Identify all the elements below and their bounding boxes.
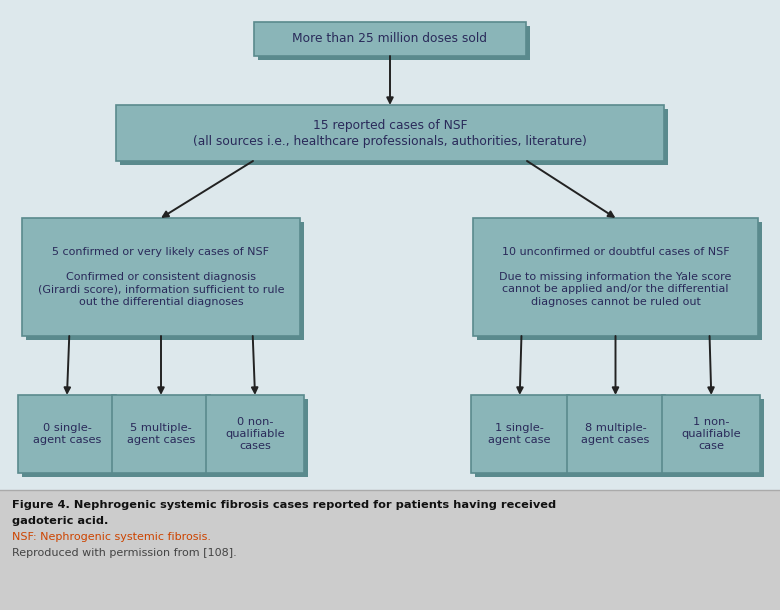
Text: 8 multiple-
agent cases: 8 multiple- agent cases (581, 423, 650, 445)
FancyBboxPatch shape (666, 399, 764, 477)
Text: More than 25 million doses sold: More than 25 million doses sold (292, 32, 488, 46)
FancyBboxPatch shape (116, 399, 214, 477)
FancyBboxPatch shape (471, 395, 569, 473)
Text: 5 confirmed or very likely cases of NSF

Confirmed or consistent diagnosis
(Gira: 5 confirmed or very likely cases of NSF … (37, 247, 284, 307)
Text: 1 single-
agent case: 1 single- agent case (488, 423, 551, 445)
FancyBboxPatch shape (26, 222, 304, 340)
Text: 15 reported cases of NSF
(all sources i.e., healthcare professionals, authoritie: 15 reported cases of NSF (all sources i.… (193, 118, 587, 148)
FancyBboxPatch shape (22, 218, 300, 336)
FancyBboxPatch shape (120, 109, 668, 165)
Text: gadoteric acid.: gadoteric acid. (12, 516, 108, 526)
FancyBboxPatch shape (566, 395, 665, 473)
FancyBboxPatch shape (22, 399, 120, 477)
Text: 0 single-
agent cases: 0 single- agent cases (33, 423, 101, 445)
FancyBboxPatch shape (116, 105, 664, 161)
FancyBboxPatch shape (206, 395, 304, 473)
Text: 10 unconfirmed or doubtful cases of NSF

Due to missing information the Yale sco: 10 unconfirmed or doubtful cases of NSF … (499, 247, 732, 307)
FancyBboxPatch shape (18, 395, 116, 473)
Text: 5 multiple-
agent cases: 5 multiple- agent cases (127, 423, 195, 445)
Text: 1 non-
qualifiable
case: 1 non- qualifiable case (682, 417, 741, 451)
FancyBboxPatch shape (475, 399, 573, 477)
FancyBboxPatch shape (210, 399, 308, 477)
FancyBboxPatch shape (258, 26, 530, 60)
FancyBboxPatch shape (570, 399, 668, 477)
FancyBboxPatch shape (112, 395, 210, 473)
FancyBboxPatch shape (473, 218, 758, 336)
FancyBboxPatch shape (477, 222, 762, 340)
Text: 0 non-
qualifiable
cases: 0 non- qualifiable cases (225, 417, 285, 451)
FancyBboxPatch shape (254, 22, 526, 56)
Text: Figure 4. Nephrogenic systemic fibrosis cases reported for patients having recei: Figure 4. Nephrogenic systemic fibrosis … (12, 500, 556, 510)
FancyBboxPatch shape (662, 395, 760, 473)
Text: NSF: Nephrogenic systemic fibrosis.: NSF: Nephrogenic systemic fibrosis. (12, 532, 211, 542)
Text: Reproduced with permission from [108].: Reproduced with permission from [108]. (12, 548, 237, 558)
Bar (0, 490, 780, 610)
